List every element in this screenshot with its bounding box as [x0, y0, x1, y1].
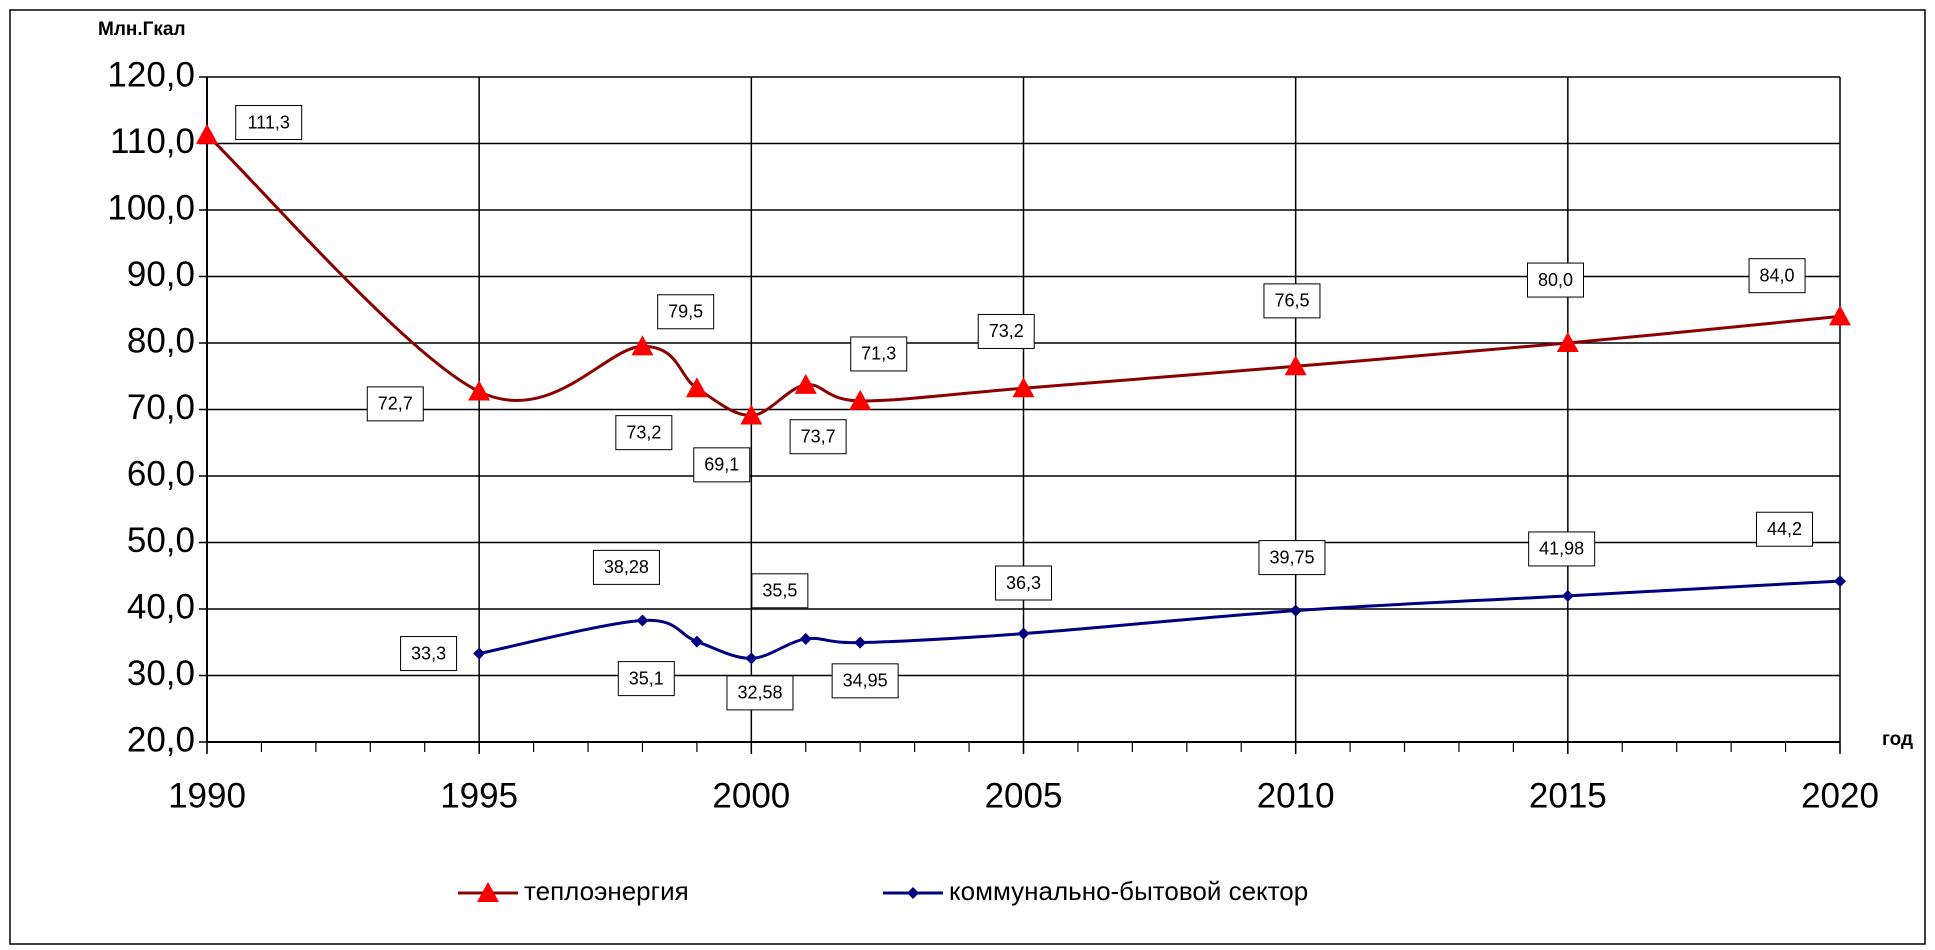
x-tick-label: 2010 [1257, 776, 1335, 815]
y-tick-label: 100,0 [107, 188, 195, 227]
data-label-box [850, 336, 908, 372]
point-marker [799, 632, 812, 645]
x-tick-label: 1995 [440, 776, 518, 815]
data-label: 38,28 [604, 557, 649, 577]
data-label: 41,98 [1539, 539, 1584, 559]
point-marker [740, 404, 763, 425]
y-tick-label: 70,0 [127, 388, 195, 427]
data-label: 36,3 [1006, 573, 1041, 593]
data-label-box [751, 573, 809, 609]
x-tick-label: 2005 [985, 776, 1063, 815]
point-marker [631, 335, 654, 356]
data-label: 84,0 [1760, 265, 1795, 285]
data-label: 34,95 [843, 671, 888, 691]
y-tick-label: 120,0 [107, 55, 195, 94]
y-tick-label: 80,0 [127, 321, 195, 360]
data-label: 73,7 [801, 426, 836, 446]
x-tick-label: 2000 [712, 776, 790, 815]
y-tick-label: 50,0 [127, 521, 195, 560]
data-label-box [995, 565, 1052, 601]
data-label-box [693, 447, 751, 483]
point-marker [477, 882, 499, 902]
x-tick-label: 2020 [1801, 776, 1879, 815]
x-tick-label: 1990 [168, 776, 246, 815]
data-label: 69,1 [704, 455, 739, 475]
point-marker [636, 614, 649, 627]
data-label: 44,2 [1767, 519, 1802, 539]
point-marker [1561, 589, 1574, 602]
data-label: 32,58 [737, 683, 782, 703]
data-label: 111,3 [248, 112, 290, 132]
data-label-box [657, 294, 715, 330]
data-label-box [726, 675, 794, 711]
data-label-box [366, 386, 424, 422]
data-label-box [592, 549, 660, 585]
data-label: 71,3 [861, 344, 896, 364]
data-label-box [1755, 511, 1813, 547]
point-marker [907, 887, 919, 899]
x-tick-label: 2015 [1529, 776, 1607, 815]
point-marker [468, 380, 491, 401]
point-marker [1829, 305, 1851, 326]
y-tick-label: 110,0 [110, 122, 195, 161]
data-label: 39,75 [1269, 547, 1314, 567]
point-marker [1012, 377, 1035, 398]
data-label: 73,2 [989, 321, 1024, 341]
point-marker [745, 652, 758, 665]
point-marker [1834, 575, 1846, 588]
point-marker [196, 123, 218, 144]
data-label-box [1528, 531, 1596, 567]
point-marker [794, 373, 817, 394]
legend-label: коммунально-бытовой сектор [949, 876, 1308, 906]
point-marker [473, 647, 486, 660]
series-line [205, 133, 1841, 417]
data-label: 72,7 [378, 394, 413, 414]
data-label-box [617, 661, 675, 697]
data-label-box [400, 636, 458, 672]
data-label: 80,0 [1538, 270, 1573, 290]
x-axis-label: год [1882, 729, 1913, 750]
y-axis-label: Млн.Гкал [98, 19, 186, 40]
data-label-box [831, 663, 899, 699]
data-label: 73,2 [626, 422, 661, 442]
point-marker [1556, 332, 1579, 352]
y-tick-label: 20,0 [127, 720, 195, 759]
y-tick-label: 30,0 [127, 654, 195, 693]
data-label-box [1526, 262, 1584, 298]
y-tick-label: 40,0 [127, 587, 195, 626]
data-label: 35,1 [629, 668, 664, 688]
legend-label: теплоэнергия [524, 876, 689, 906]
point-marker [854, 636, 867, 649]
data-label-box [1258, 540, 1326, 576]
chart-border [9, 9, 1926, 945]
point-marker [1289, 604, 1302, 617]
y-tick-label: 60,0 [127, 454, 195, 493]
point-marker [849, 389, 872, 410]
data-label: 79,5 [668, 302, 703, 322]
y-tick-label: 90,0 [127, 255, 195, 294]
data-label: 76,5 [1274, 291, 1309, 311]
data-label-box [615, 415, 673, 451]
data-label-box [977, 313, 1035, 349]
data-label-box [789, 419, 847, 455]
point-marker [690, 635, 703, 648]
data-label-box [1263, 283, 1321, 319]
data-label: 33,3 [411, 643, 446, 663]
point-marker [1284, 355, 1307, 376]
data-label-box [1748, 258, 1806, 294]
data-label-box [235, 105, 303, 141]
point-marker [685, 377, 708, 398]
series-line [478, 579, 1841, 660]
data-label: 35,5 [762, 581, 797, 601]
point-marker [1017, 627, 1030, 640]
